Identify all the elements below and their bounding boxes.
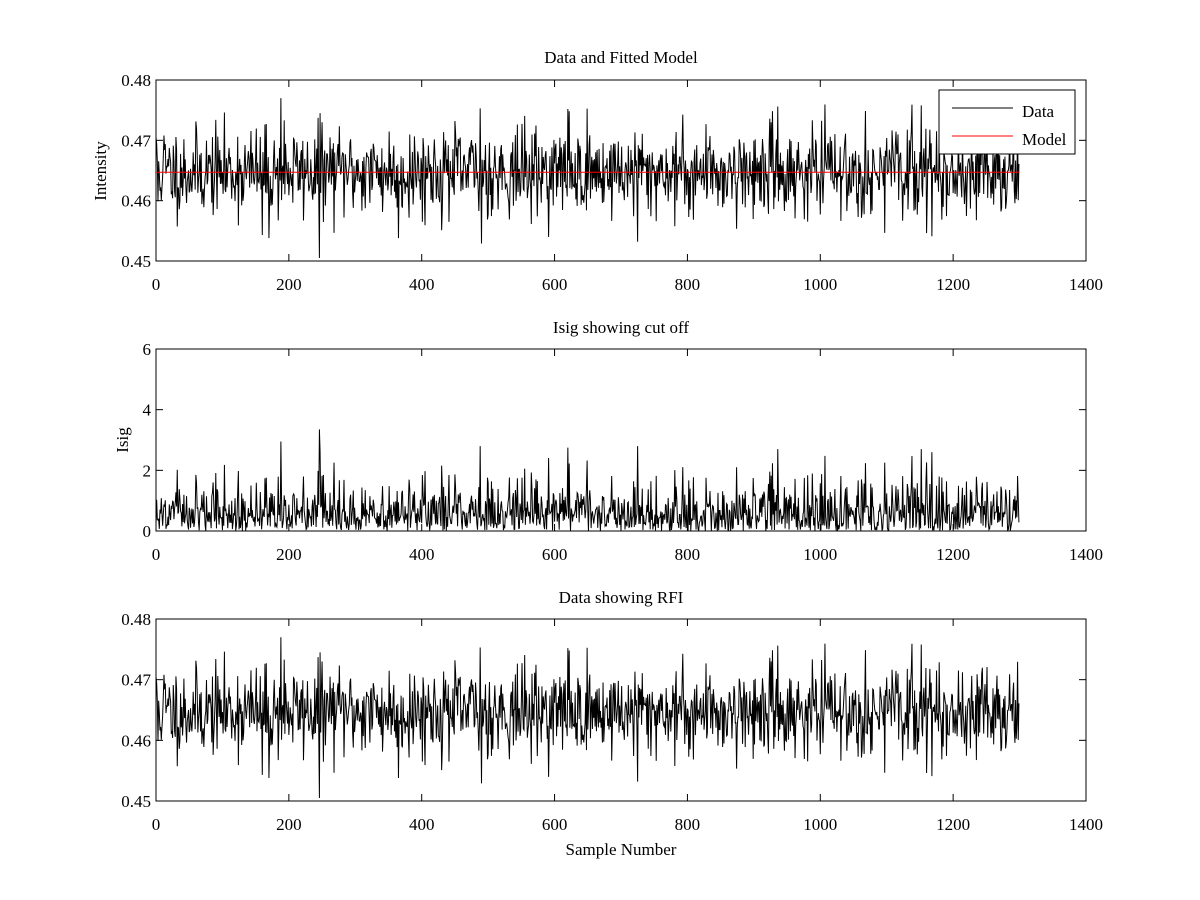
x-tick-label: 200 [276,275,302,294]
y-tick-label: 4 [143,401,152,420]
y-axis-label: Isig [113,427,132,453]
legend: Data Model [938,89,1076,155]
x-tick-label: 1200 [936,815,970,834]
x-axis-label: Sample Number [566,840,677,859]
series-data-line [155,98,1020,258]
series-line-line [155,637,1020,798]
y-tick-label: 0.46 [121,731,151,750]
x-tick-label: 1400 [1069,275,1103,294]
series-layer [155,429,1020,532]
y-tick-label: 0.48 [121,610,151,629]
y-tick-label: 0.47 [121,131,151,150]
tick-layer: 0 200 400 600 800 1000 1200 1400 0.45 0.46 0.47 0.4… [121,71,1103,294]
panel-title: Data and Fitted Model [544,48,698,67]
x-tick-label: 1000 [803,275,837,294]
y-tick-label: 0.47 [121,671,151,690]
x-tick-label: 200 [276,815,302,834]
y-tick-label: 0 [143,522,152,541]
y-axis-label: Intensity [91,141,110,201]
x-tick-label: 0 [152,545,161,564]
y-tick-label: 6 [143,340,152,359]
series-layer [155,98,1020,258]
plot-area-frame [155,79,1087,262]
legend-box [938,89,1076,155]
x-tick-label: 800 [675,275,701,294]
legend-label-data: Data [1022,102,1055,121]
x-tick-label: 1000 [803,815,837,834]
x-tick-label: 600 [542,815,568,834]
panel-isig-cut-off: Isig showing cut off Isig 0 200 400 600 800 1… [113,318,1103,564]
x-tick-label: 400 [409,545,435,564]
legend-label-model: Model [1022,130,1067,149]
x-tick-label: 0 [152,275,161,294]
y-tick-label: 0.46 [121,192,151,211]
y-tick-label: 0.48 [121,71,151,90]
y-tick-label: 0.45 [121,792,151,811]
x-tick-label: 800 [675,545,701,564]
x-tick-label: 600 [542,275,568,294]
x-tick-label: 200 [276,545,302,564]
plot-area-frame [155,348,1087,532]
panel-title: Data showing RFI [559,588,684,607]
x-tick-label: 400 [409,275,435,294]
tick-layer: 0 200 400 600 800 1000 1200 1400 0.45 0.46 0.47 0.4… [121,610,1103,834]
tick-layer: 0 200 400 600 800 1000 1200 1400 0 2 4 6 [143,340,1104,564]
panel-data-fitted-model: Data and Fitted Model Intensity 0 200 400 6… [91,48,1103,294]
x-tick-label: 1400 [1069,815,1103,834]
panel-data-rfi: Data showing RFI 0 200 400 600 800 1000 1200 14… [121,588,1103,859]
series-line-line [155,429,1020,532]
x-tick-label: 0 [152,815,161,834]
plot-area-frame [155,618,1087,802]
y-tick-label: 0.45 [121,252,151,271]
panel-title: Isig showing cut off [553,318,689,337]
x-tick-label: 1200 [936,545,970,564]
y-tick-label: 2 [143,461,152,480]
x-tick-label: 1400 [1069,545,1103,564]
series-layer [155,637,1020,798]
x-tick-label: 800 [675,815,701,834]
x-tick-label: 1000 [803,545,837,564]
x-tick-label: 400 [409,815,435,834]
x-tick-label: 1200 [936,275,970,294]
x-tick-label: 600 [542,545,568,564]
